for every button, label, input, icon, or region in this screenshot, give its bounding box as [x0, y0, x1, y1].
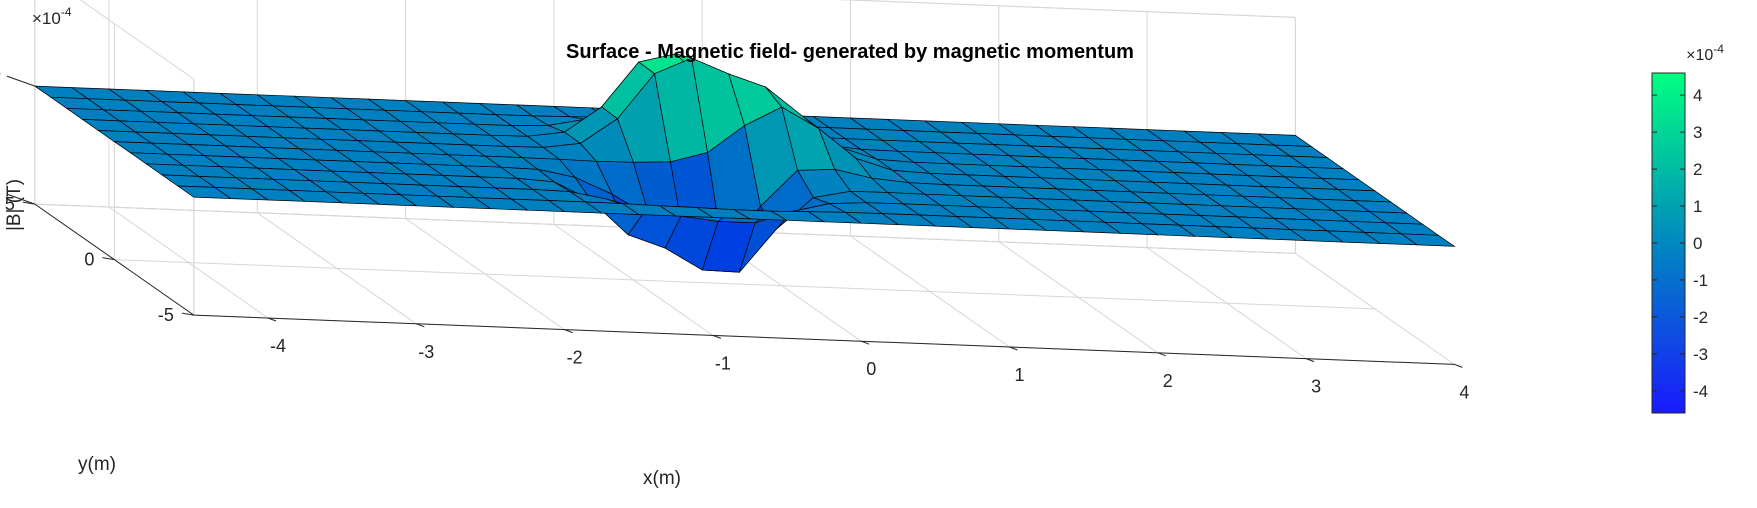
- chart-title: Surface - Magnetic field- generated by m…: [566, 41, 1134, 63]
- colorbar-tick-label: -3: [1693, 345, 1708, 364]
- x-tick-label: 2: [1163, 371, 1173, 391]
- colorbar-tick-label: 1: [1693, 197, 1702, 216]
- z-tick-label: 0: [0, 64, 1, 84]
- z-exponent-power: -4: [61, 5, 72, 19]
- colorbar-tick-label: 4: [1693, 86, 1702, 105]
- colorbar-tick-label: -4: [1693, 382, 1708, 401]
- surface-mesh: [33, 53, 1456, 273]
- x-tick-label: -1: [715, 353, 731, 373]
- x-tick-label: 4: [1459, 382, 1469, 402]
- svg-text:×10-4: ×10-4: [1686, 42, 1724, 64]
- x-tick-label: 1: [1014, 365, 1024, 385]
- y-axis-label: y(m): [78, 454, 116, 475]
- y-tick-label: 0: [84, 250, 94, 270]
- colorbar: [1651, 72, 1686, 414]
- y-tick-label: -5: [158, 305, 174, 325]
- surface-face: [1400, 233, 1456, 247]
- colorbar-tick-label: -2: [1693, 308, 1708, 327]
- z-tick-label: -5: [0, 182, 1, 202]
- colorbar-exponent-power: -4: [1713, 42, 1724, 56]
- colorbar-tick-label: 3: [1693, 123, 1702, 142]
- z-exponent: ×10-4: [32, 5, 72, 28]
- x-tick-label: 0: [866, 359, 876, 379]
- x-axis-label: x(m): [643, 468, 681, 489]
- z-exponent-base: ×10: [32, 9, 61, 28]
- colorbar-tick-label: 0: [1693, 234, 1702, 253]
- z-axis-label: |B| (T): [4, 179, 25, 231]
- x-tick-label: 3: [1311, 377, 1321, 397]
- x-tick-label: -3: [418, 342, 434, 362]
- colorbar-exponent-base: ×10: [1686, 47, 1713, 64]
- y-tick-label: 5: [5, 194, 15, 214]
- colorbar-exponent: ×10-4: [1686, 42, 1724, 64]
- colorbar-ticks: 4 3 2 1 0 -1 -2 -3 -4: [1652, 86, 1708, 401]
- x-tick-label: -4: [270, 336, 286, 356]
- x-tick-mark: [1454, 363, 1463, 368]
- x-tick-label: -2: [567, 348, 583, 368]
- colorbar-tick-label: -1: [1693, 271, 1708, 290]
- svg-text:×10-4: ×10-4: [32, 5, 72, 28]
- colorbar-tick-label: 2: [1693, 160, 1702, 179]
